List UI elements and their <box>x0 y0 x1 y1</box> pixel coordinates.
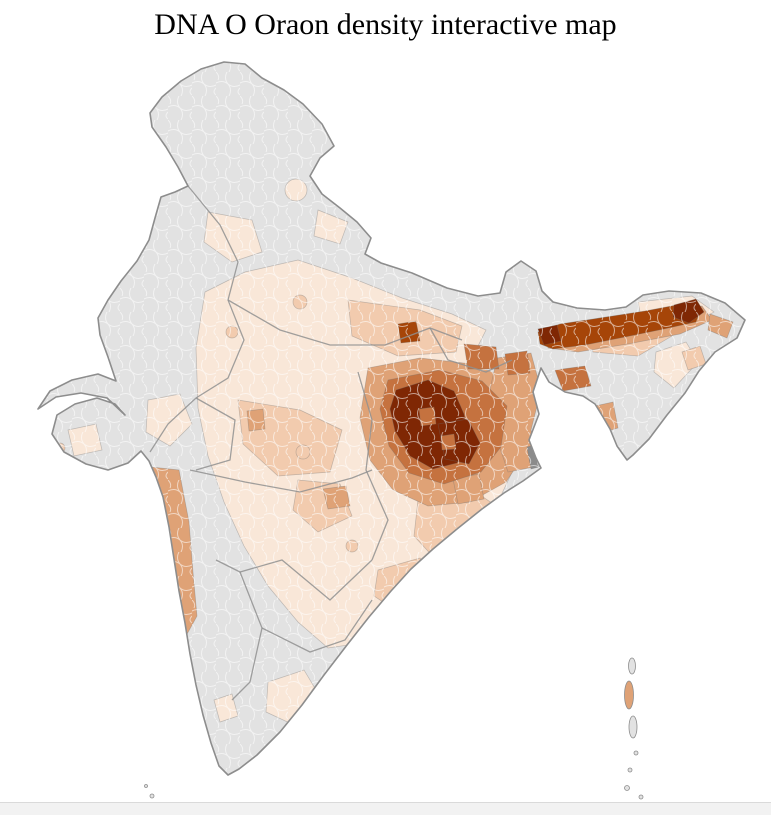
island[interactable] <box>624 785 630 791</box>
island[interactable] <box>633 750 639 756</box>
island[interactable] <box>149 793 155 799</box>
island[interactable] <box>628 715 638 739</box>
island[interactable] <box>628 657 636 675</box>
district-boundaries-texture <box>38 62 745 775</box>
island[interactable] <box>638 794 644 800</box>
lakshadweep-islands[interactable] <box>144 784 155 799</box>
density-region-goa[interactable] <box>156 546 174 570</box>
andaman-nicobar-islands[interactable] <box>624 657 644 800</box>
island[interactable] <box>144 784 148 788</box>
horizontal-scrollbar[interactable] <box>0 802 771 815</box>
page-title: DNA O Oraon density interactive map <box>154 8 617 41</box>
island[interactable] <box>624 680 634 710</box>
state-borders <box>149 185 513 701</box>
island[interactable] <box>627 767 633 773</box>
